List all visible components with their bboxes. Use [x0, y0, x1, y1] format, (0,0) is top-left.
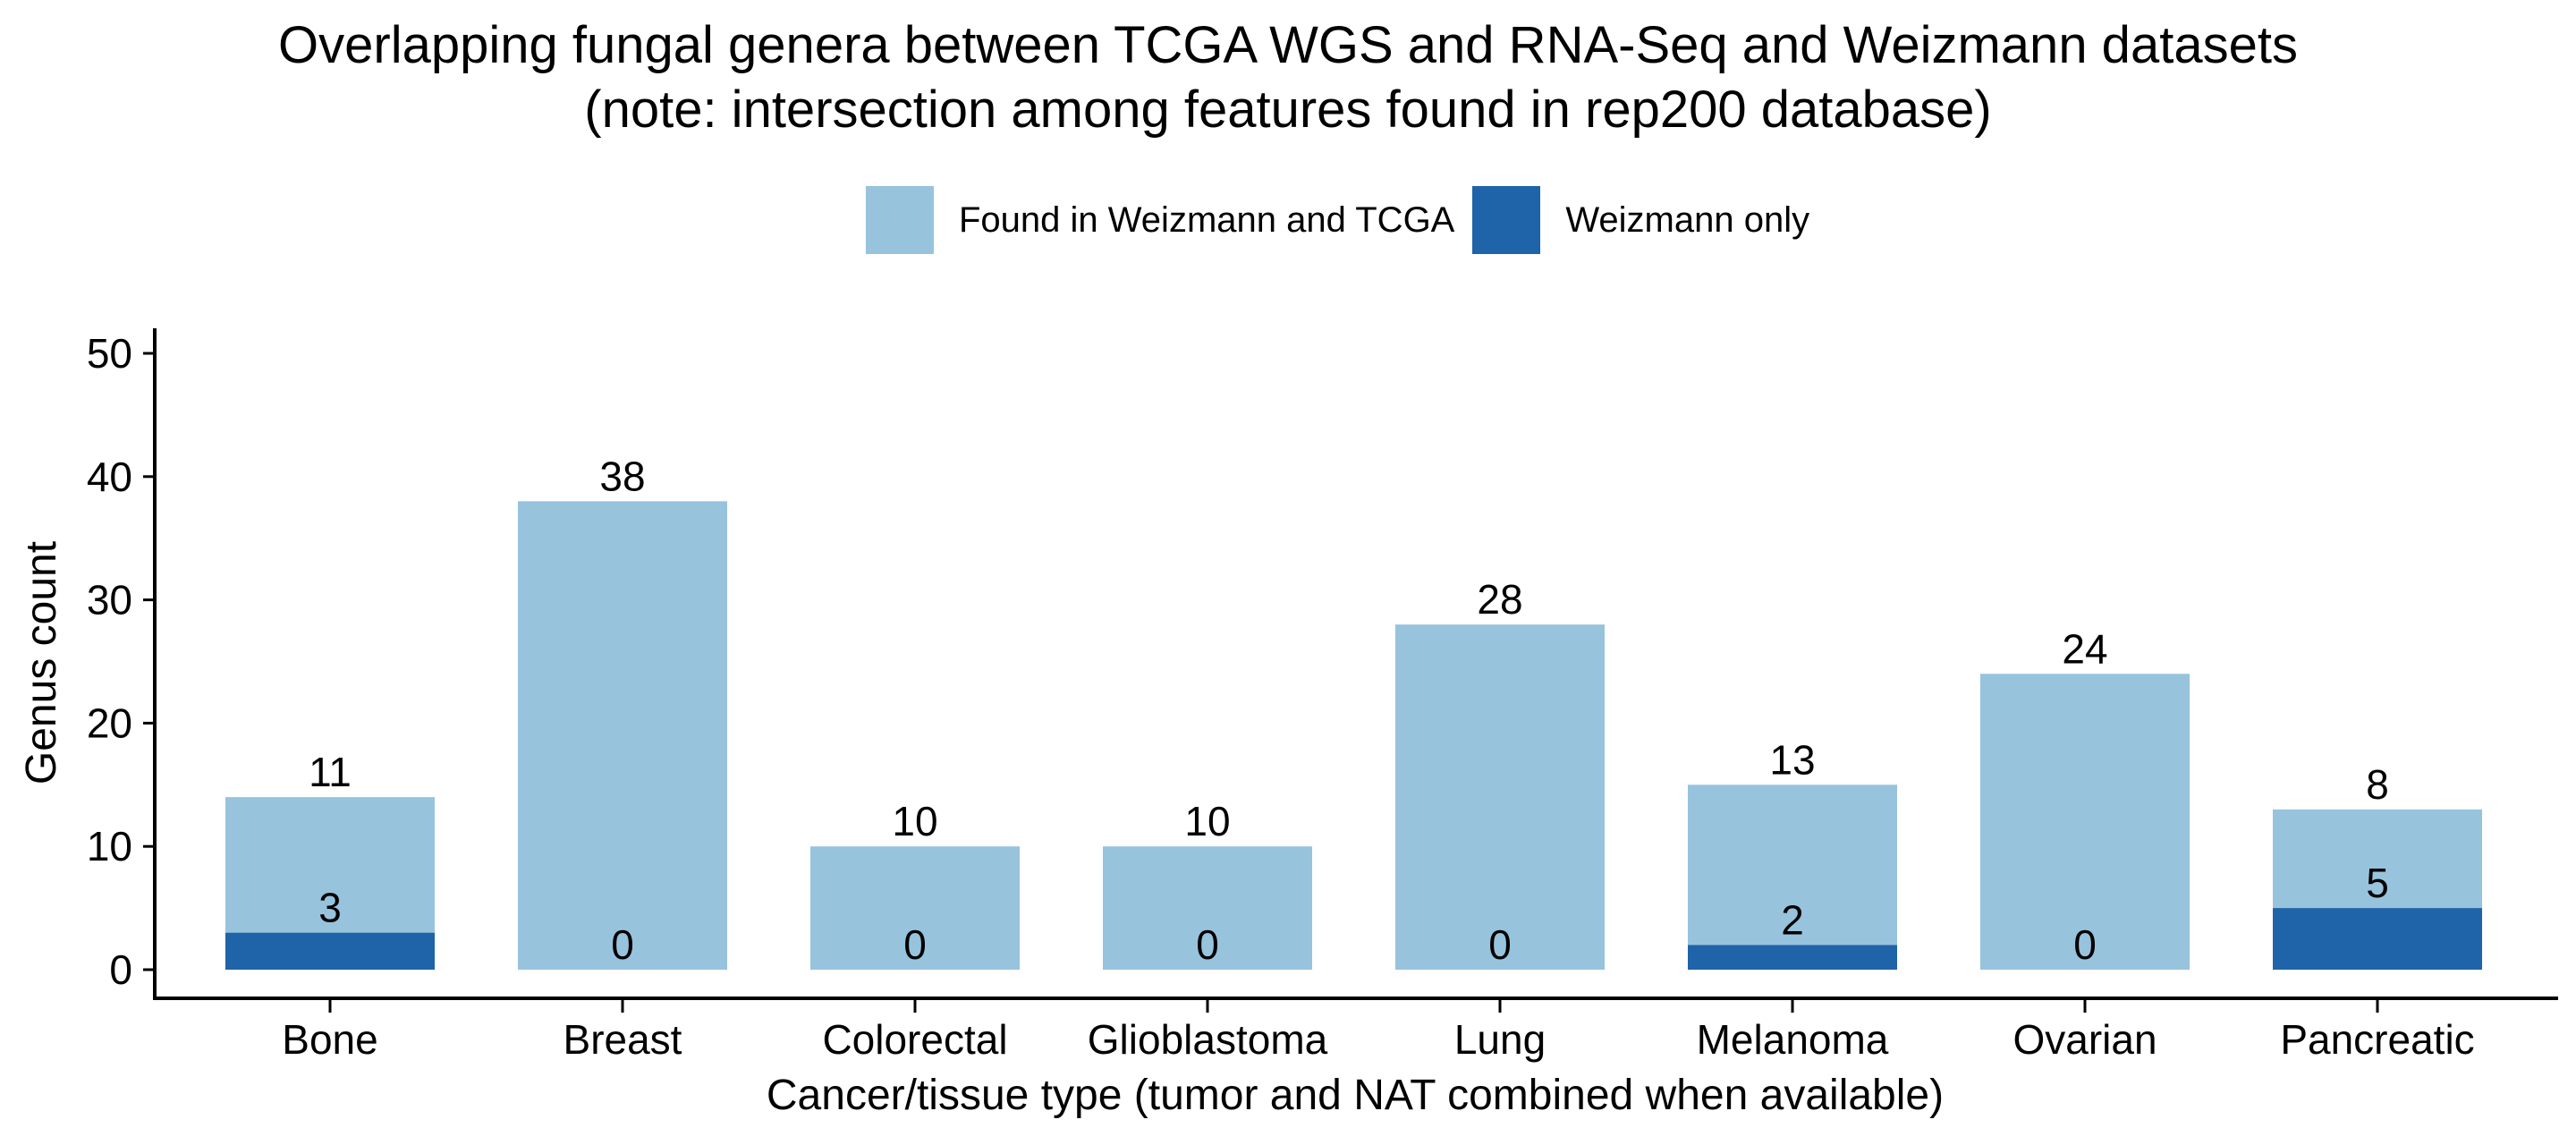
bar-weizmann-only-melanoma [1688, 945, 1897, 970]
y-axis-title: Genus count [18, 541, 65, 785]
bar-shared-pancreatic [2273, 809, 2482, 909]
data-label-shared-breast: 38 [599, 453, 645, 499]
x-tick-label-glioblastoma: Glioblastoma [1088, 1016, 1328, 1063]
bar-shared-breast [518, 501, 727, 970]
legend-swatch-found-in-weizmann-and-tcga [866, 186, 934, 254]
y-tick-label: 30 [87, 577, 132, 623]
legend-swatch-weizmann-only [1472, 186, 1541, 254]
x-tick-label-ovarian: Ovarian [2012, 1016, 2157, 1063]
data-label-shared-pancreatic: 8 [2366, 761, 2389, 808]
x-tick-label-breast: Breast [564, 1016, 682, 1063]
data-label-shared-melanoma: 13 [1769, 736, 1815, 783]
y-tick-label: 40 [87, 454, 132, 500]
data-label-weizmann-only-ovarian: 0 [2073, 921, 2097, 968]
data-label-shared-ovarian: 24 [2062, 625, 2107, 672]
bar-shared-ovarian [1980, 674, 2190, 970]
x-axis-title: Cancer/tissue type (tumor and NAT combin… [767, 1072, 1944, 1119]
chart-title: Overlapping fungal genera between TCGA W… [278, 16, 2298, 74]
bar-shared-glioblastoma [1103, 846, 1312, 970]
data-label-shared-bone: 11 [309, 749, 352, 795]
x-axis-ticks: Bone Breast Colorectal Glioblastoma Lung Mela… [282, 1000, 2475, 1063]
plot-area: 11 3 38 0 10 0 10 0 28 0 13 2 24 0 8 5 [225, 453, 2482, 970]
bar-shared-bone [225, 797, 435, 933]
bar-shared-lung [1395, 624, 1605, 970]
data-label-weizmann-only-bone: 3 [318, 885, 342, 931]
data-label-weizmann-only-pancreatic: 5 [2366, 860, 2389, 906]
legend-label-weizmann-only: Weizmann only [1565, 199, 1810, 240]
y-axis-ticks: 0 10 20 30 40 50 [87, 330, 155, 993]
data-label-weizmann-only-breast: 0 [611, 921, 634, 968]
data-label-weizmann-only-colorectal: 0 [903, 921, 927, 968]
bar-shared-melanoma [1688, 785, 1897, 946]
legend-label-found-in-weizmann-and-tcga: Found in Weizmann and TCGA [959, 199, 1455, 240]
chart-subtitle: (note: intersection among features found… [584, 81, 1992, 139]
x-tick-label-colorectal: Colorectal [822, 1016, 1007, 1063]
bar-weizmann-only-pancreatic [2273, 908, 2482, 970]
y-tick-label: 0 [109, 946, 132, 993]
x-tick-label-bone: Bone [282, 1016, 377, 1063]
legend: Found in Weizmann and TCGA Weizmann only [866, 184, 1827, 256]
data-label-weizmann-only-melanoma: 2 [1781, 896, 1804, 943]
x-tick-label-lung: Lung [1454, 1016, 1546, 1063]
data-label-shared-glioblastoma: 10 [1184, 798, 1230, 844]
y-tick-label: 20 [87, 700, 132, 746]
data-label-weizmann-only-glioblastoma: 0 [1196, 921, 1219, 968]
data-label-shared-lung: 28 [1477, 576, 1522, 623]
y-tick-label: 10 [87, 823, 132, 869]
data-label-shared-colorectal: 10 [892, 798, 937, 844]
x-tick-label-melanoma: Melanoma [1697, 1016, 1889, 1063]
y-tick-label: 50 [87, 330, 132, 377]
data-label-weizmann-only-lung: 0 [1488, 921, 1512, 968]
bar-weizmann-only-bone [225, 932, 435, 970]
bar-shared-colorectal [810, 846, 1020, 970]
x-tick-label-pancreatic: Pancreatic [2280, 1016, 2474, 1063]
